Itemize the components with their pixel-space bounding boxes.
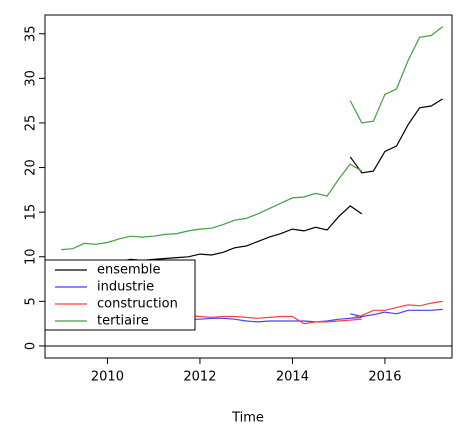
x-tick-label: 2012 — [183, 370, 216, 385]
y-tick-label: 20 — [24, 159, 39, 176]
legend-label: ensemble — [97, 263, 161, 278]
legend-label: construction — [97, 297, 178, 312]
x-axis-label: Time — [231, 411, 264, 426]
legend-label: industrie — [97, 280, 154, 295]
y-tick-label: 5 — [24, 297, 39, 305]
series-line — [61, 98, 444, 269]
legend-label: tertiaire — [97, 314, 149, 329]
y-tick-label: 30 — [24, 70, 39, 87]
y-tick-label: 25 — [24, 115, 39, 132]
y-tick-label: 0 — [24, 342, 39, 350]
y-tick-label: 15 — [24, 204, 39, 221]
x-tick-label: 2016 — [368, 370, 401, 385]
x-tick-label: 2014 — [276, 370, 309, 385]
y-tick-label: 10 — [24, 248, 39, 265]
x-tick-label: 2010 — [91, 370, 124, 385]
plot-frame — [44, 14, 453, 359]
series-line — [61, 26, 444, 251]
legend: ensemble industrie construction tertiaire — [44, 259, 196, 331]
legend-box — [44, 259, 196, 331]
y-tick-label: 35 — [24, 25, 39, 42]
